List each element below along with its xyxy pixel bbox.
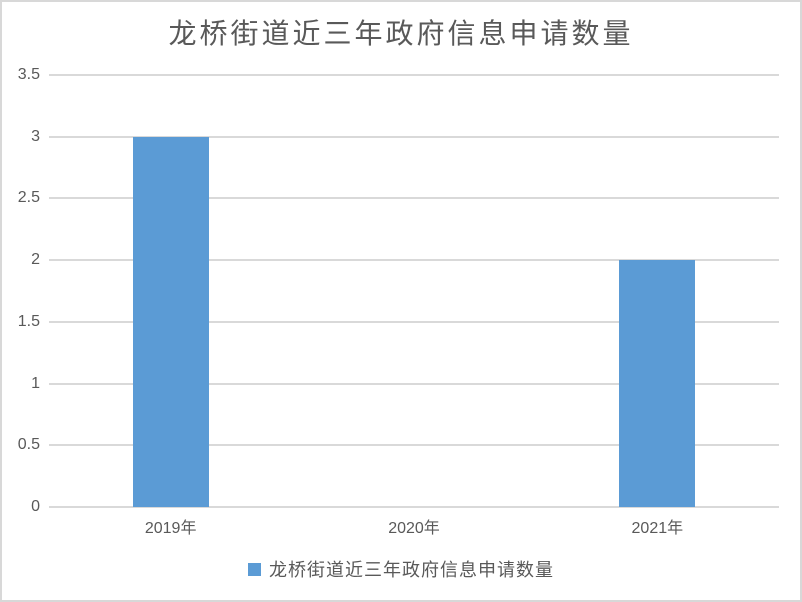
plot-area xyxy=(49,74,779,508)
legend-label: 龙桥街道近三年政府信息申请数量 xyxy=(269,560,554,580)
chart-title: 龙桥街道近三年政府信息申请数量 xyxy=(168,19,634,50)
y-tick-label: 1 xyxy=(31,374,40,392)
x-tick-label: 2019年 xyxy=(144,520,197,537)
y-tick-label: 0 xyxy=(31,498,40,515)
x-axis: 2019年 2020年 2021年 xyxy=(49,514,779,538)
bar-2019年 xyxy=(132,136,209,507)
gridline xyxy=(49,74,779,76)
y-tick-label: 2 xyxy=(31,251,40,269)
bar-2021年 xyxy=(619,260,696,507)
x-tick-label: 2021年 xyxy=(631,520,684,537)
gridline xyxy=(49,259,779,262)
legend-swatch-icon xyxy=(248,562,261,576)
y-axis: 0 0.5 1 1.5 2 2.5 3 3.5 xyxy=(2,66,40,515)
gridline xyxy=(49,382,779,385)
gridline xyxy=(49,197,779,200)
y-tick-label: 2.5 xyxy=(17,189,40,207)
y-tick-label: 1.5 xyxy=(17,312,40,330)
gridline xyxy=(49,444,779,447)
gridline xyxy=(49,320,779,323)
legend: 龙桥街道近三年政府信息申请数量 xyxy=(2,556,800,582)
x-axis-line xyxy=(49,506,779,508)
x-tick-label: 2020年 xyxy=(388,520,440,537)
y-tick-label: 0.5 xyxy=(17,436,40,454)
y-tick-label: 3.5 xyxy=(17,66,40,83)
y-tick-label: 3 xyxy=(31,127,40,145)
gridline xyxy=(49,135,779,138)
